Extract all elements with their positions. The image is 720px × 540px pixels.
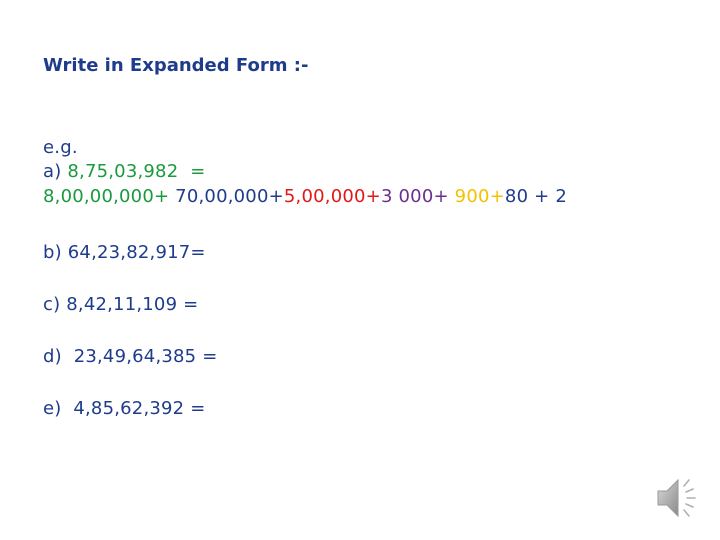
example-question: a) 8,75,03,982 =	[43, 161, 206, 182]
page-title: Write in Expanded Form :-	[43, 55, 309, 76]
speaker-icon[interactable]	[654, 472, 702, 524]
example-label: e.g.	[43, 137, 78, 158]
expansion-ten-lakhs: 70,00,000+	[169, 186, 284, 207]
example-number: 8,75,03,982	[67, 161, 179, 182]
expansion-hundreds: 900+	[448, 186, 505, 207]
example-expansion: 8,00,00,000+ 70,00,000+5,00,000+3 000+ 9…	[43, 186, 567, 207]
expansion-lakhs: 5,00,000+	[283, 186, 381, 207]
example-label-text: e.g.	[43, 137, 78, 158]
expansion-tens-ones: 80 + 2	[504, 186, 568, 207]
question-d: d) 23,49,64,385 =	[43, 346, 218, 367]
example-equals: =	[178, 161, 206, 182]
expansion-crores: 8,00,00,000+	[43, 186, 170, 207]
question-b: b) 64,23,82,917=	[43, 242, 206, 263]
question-c: c) 8,42,11,109 =	[43, 294, 199, 315]
expansion-thousands: 3 000+	[380, 186, 449, 207]
question-e: e) 4,85,62,392 =	[43, 398, 206, 419]
example-prefix: a)	[43, 161, 68, 182]
